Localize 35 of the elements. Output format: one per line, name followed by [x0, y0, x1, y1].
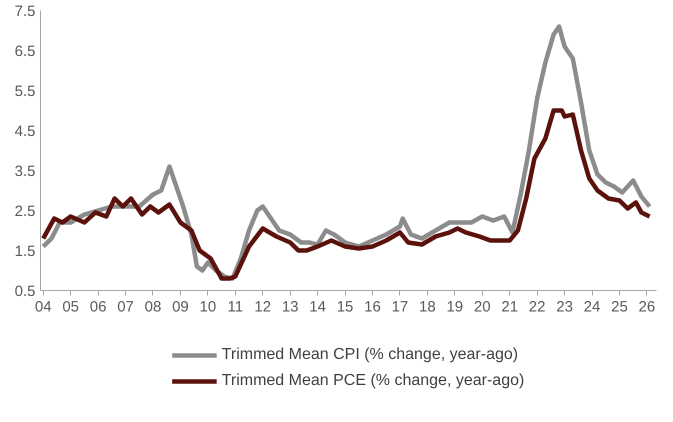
x-tick-label: 18 — [419, 298, 436, 316]
x-tick-label: 04 — [34, 298, 52, 316]
x-tick-label: 23 — [556, 298, 573, 316]
x-tick-label: 10 — [200, 298, 216, 316]
y-tick-label: 1.5 — [14, 243, 36, 260]
y-tick-label: 3.5 — [14, 163, 36, 180]
legend-label: Trimmed Mean CPI (% change, year-ago) — [222, 346, 518, 364]
line-series — [40, 24, 652, 281]
y-tick-label: 5.5 — [14, 83, 36, 100]
x-tick-label: 20 — [474, 298, 491, 316]
x-tick-label: 12 — [254, 298, 272, 316]
x-tick-label: 26 — [638, 298, 656, 316]
x-tick-label: 19 — [446, 298, 464, 316]
x-tick-label: 06 — [90, 298, 106, 316]
x-tick-label: 21 — [501, 298, 518, 316]
x-tick-label: 11 — [228, 298, 244, 316]
x-tick-label: 05 — [62, 298, 80, 316]
y-tick-label: 4.5 — [14, 123, 36, 140]
x-tick-label: 08 — [144, 298, 162, 316]
x-tick-label: 22 — [528, 298, 546, 316]
legend-label: Trimmed Mean PCE (% change, year-ago) — [222, 372, 524, 390]
y-tick-label: 2.5 — [14, 203, 36, 220]
x-tick-label: 24 — [584, 298, 600, 316]
x-tick-label: 25 — [611, 298, 628, 316]
x-tick-label: 17 — [392, 298, 408, 316]
y-tick-label: 6.5 — [14, 43, 36, 60]
y-tick-label: 0.5 — [14, 283, 36, 300]
x-tick-label: 09 — [172, 298, 189, 316]
line-series — [40, 108, 652, 281]
x-tick-label: 15 — [336, 298, 354, 316]
x-tick-label: 14 — [309, 298, 326, 316]
x-tick-label: 13 — [282, 298, 299, 316]
x-tick-label: 07 — [117, 298, 134, 316]
y-tick-label: 7.5 — [14, 3, 36, 20]
x-tick-label: 16 — [364, 298, 381, 316]
